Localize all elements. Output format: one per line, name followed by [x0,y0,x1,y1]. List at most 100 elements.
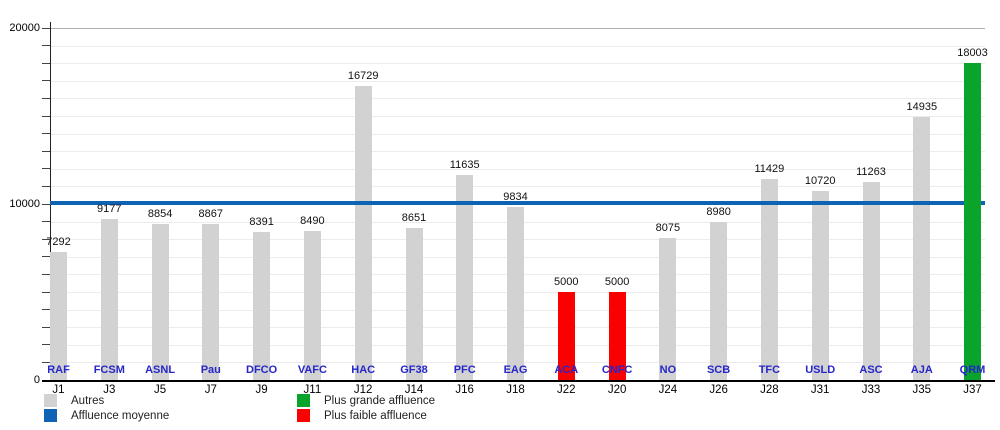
bar-AJA [913,117,931,380]
gridline-minor [50,63,985,65]
gridline-minor [50,45,985,47]
bar-CNFC [608,292,626,380]
bar-EAG [507,206,524,380]
bar-value-label: 8854 [147,208,173,221]
bar-value-label: 8651 [401,211,427,224]
bar-value-label: 18003 [957,47,988,60]
bar-ASC [862,181,880,380]
bar-Pau [202,223,220,380]
x-axis-label: J9 [255,384,268,396]
bar-team-label: HAC [351,364,376,376]
y-axis-tick [42,256,50,258]
x-axis-label: J20 [607,384,627,396]
bar-FCSM [100,218,118,380]
bar-team-label: QRM [959,364,986,376]
legend-item-affluence-moyenne: Affluence moyenne [44,409,169,422]
legend-swatch-average [44,409,57,422]
y-axis-tick [42,97,50,99]
x-axis-label: J12 [353,384,373,396]
gridline-minor [50,168,985,170]
bar-USLD [811,191,829,380]
x-axis-label: J5 [154,384,167,396]
bar-team-label: SCB [706,364,731,376]
x-axis-label: J22 [557,384,576,396]
bar-PFC [456,175,474,380]
bar-SCB [710,222,728,380]
y-axis-tick [42,361,50,363]
bar-value-label: 9834 [503,190,528,203]
legend-item-plus-grande: Plus grande affluence [297,394,435,407]
y-axis-label: 0 [33,374,40,386]
bar-value-label: 8391 [249,216,274,229]
x-axis-label: J11 [303,384,322,396]
bar-value-label: 10720 [804,175,836,188]
bar-team-label: USLD [805,364,836,376]
x-axis-label: J1 [52,384,65,396]
bar-team-label: GF38 [400,364,428,376]
y-axis-label: 20000 [9,22,40,34]
bar-value-label: 7292 [46,235,71,248]
legend-label: Plus faible affluence [324,409,427,422]
y-axis-tick [42,309,50,311]
bar-team-label: ASC [859,364,883,376]
bar-VAFC [303,230,321,380]
bar-team-label: Pau [200,364,221,376]
bar-value-label: 11263 [856,165,886,178]
bar-team-label: PFC [453,364,476,376]
gridline-minor [50,186,985,188]
legend-swatch-autres [44,394,57,407]
bar-team-label: RAF [47,364,70,376]
bar-TFC [760,178,778,380]
y-axis-tick [42,168,50,170]
bar-value-label: 14935 [906,101,938,114]
bar-NO [659,237,677,380]
legend-swatch-grande [297,394,310,407]
bar-DFCO [253,232,271,380]
y-axis-tick [42,80,50,82]
bar-value-label: 11635 [449,159,480,172]
y-axis-tick [42,185,50,187]
y-axis-tick [42,203,50,205]
bar-ASNL [151,224,169,380]
bar-team-label: ACA [554,364,579,376]
y-axis-tick [42,62,50,64]
x-axis-label: J7 [204,384,217,396]
gridline-minor [50,116,985,117]
y-axis-tick [42,133,50,135]
gridline-major [50,28,985,29]
x-axis-label: J3 [103,384,116,396]
bar-team-label: NO [659,364,677,376]
y-axis-tick [42,326,50,328]
y-axis-tick [42,238,50,240]
y-axis-tick [42,27,50,29]
bar-team-label: VAFC [297,364,327,376]
y-axis-tick [42,221,50,223]
bar-RAF [50,251,67,380]
y-axis-tick [42,273,50,275]
bar-team-label: CNFC [601,364,633,376]
bar-team-label: DFCO [246,364,278,376]
x-axis-label: J14 [404,384,424,396]
bar-team-label: AJA [910,364,933,376]
x-axis-label: J35 [912,384,932,396]
bar-QRM [964,63,981,380]
y-axis-tick [42,344,50,346]
x-axis-label: J28 [760,384,779,396]
legend-item-plus-faible: Plus faible affluence [297,409,427,422]
bar-team-label: EAG [503,364,528,376]
bar-value-label: 8867 [198,207,224,220]
bar-value-label: 8980 [706,206,731,218]
legend-label: Affluence moyenne [71,409,170,422]
bar-value-label: 16729 [347,69,379,82]
bar-value-label: 11429 [754,162,785,175]
bar-ACA [557,292,575,380]
legend-item-autres: Autres [44,394,104,407]
x-axis-label: J24 [658,384,678,396]
y-axis-tick [42,291,50,293]
x-axis-label: J31 [810,384,830,396]
y-axis-tick [42,115,50,117]
bar-value-label: 8490 [300,214,325,227]
gridline-minor [50,80,985,82]
legend-label: Plus grande affluence [324,394,436,407]
